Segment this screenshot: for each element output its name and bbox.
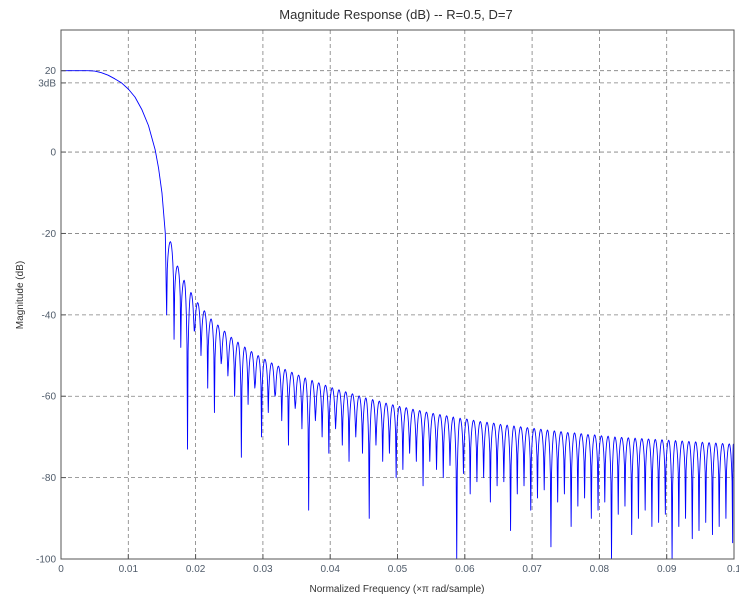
- x-tick-label: 0.09: [657, 564, 677, 575]
- x-axis-label: Normalized Frequency (×π rad/sample): [309, 584, 484, 595]
- grid: [61, 30, 734, 559]
- y-tick-label: 0: [50, 148, 56, 159]
- y-tick-label: -40: [42, 310, 57, 321]
- y-tick-label: -100: [36, 555, 56, 566]
- y-tick-label: 3dB: [38, 78, 56, 89]
- x-tick-label: 0.07: [522, 564, 542, 575]
- y-tick-label: -20: [42, 229, 57, 240]
- y-tick-label: -60: [42, 392, 57, 403]
- plot-area: [60, 29, 735, 560]
- x-tick-label: 0.08: [590, 564, 610, 575]
- y-axis-label: Magnitude (dB): [15, 261, 26, 329]
- x-tick-label: 0.03: [253, 564, 273, 575]
- x-tick-label: 0.01: [119, 564, 139, 575]
- x-tick-label: 0.05: [388, 564, 408, 575]
- chart-title: Magnitude Response (dB) -- R=0.5, D=7: [279, 7, 512, 22]
- x-tick-label: 0.02: [186, 564, 206, 575]
- x-axis-ticks: 0 0.01 0.02 0.03 0.04 0.05 0.06 0.07 0.08 0.09 0.1: [58, 554, 739, 575]
- magnitude-response-line: [61, 70, 735, 560]
- x-tick-label: 0: [58, 564, 64, 575]
- y-tick-label: -80: [42, 473, 57, 484]
- x-tick-label: 0.1: [727, 564, 739, 575]
- x-tick-label: 0.06: [455, 564, 475, 575]
- y-tick-label: 20: [45, 66, 57, 77]
- x-tick-label: 0.04: [320, 564, 340, 575]
